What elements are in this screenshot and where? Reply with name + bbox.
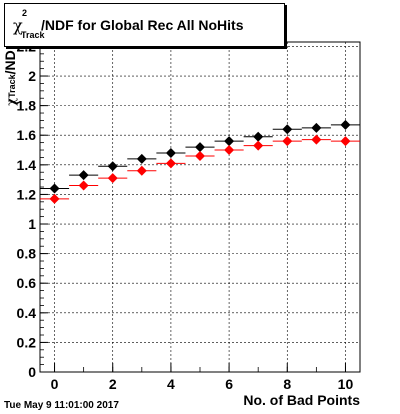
data-point xyxy=(78,180,89,191)
y-axis-label: χTrack/ND xyxy=(2,50,18,106)
data-point xyxy=(136,165,147,176)
data-point xyxy=(107,161,118,172)
series-1 xyxy=(40,134,360,204)
y-tick-label: 2 xyxy=(28,68,36,84)
y-tick-label: 1.8 xyxy=(17,98,37,114)
chart-title: /NDF for Global Rec All NoHits xyxy=(41,17,244,33)
y-tick-label: 0.6 xyxy=(17,275,37,291)
y-tick-label: 1.4 xyxy=(17,157,37,173)
data-point xyxy=(253,131,264,142)
data-point xyxy=(224,136,235,147)
data-point xyxy=(282,124,293,135)
x-tick-label: 6 xyxy=(225,376,233,392)
y-axis: 00.20.40.60.811.21.41.61.822.2 xyxy=(17,38,48,380)
data-point xyxy=(311,122,322,133)
x-tick-label: 0 xyxy=(51,376,59,392)
y-tick-label: 0.4 xyxy=(17,305,37,321)
ylabel-chi: χ xyxy=(3,97,18,106)
ylabel-text: /ND xyxy=(1,50,18,75)
data-point xyxy=(107,173,118,184)
y-tick-label: 1.6 xyxy=(17,127,37,143)
x-tick-label: 10 xyxy=(338,376,354,392)
data-point xyxy=(49,183,60,194)
plot-frame xyxy=(39,41,361,373)
series-0 xyxy=(40,119,360,194)
data-point xyxy=(340,136,351,147)
data-point xyxy=(195,142,205,153)
y-tick-label: 1.2 xyxy=(17,186,37,202)
title-chi-symbol: χ xyxy=(13,16,23,35)
y-tick-label: 0.2 xyxy=(17,334,37,350)
y-tick-label: 1 xyxy=(28,216,36,232)
x-tick-label: 2 xyxy=(109,376,117,392)
data-point xyxy=(165,158,176,169)
data-point xyxy=(311,134,322,145)
y-tick-label: 0.8 xyxy=(17,246,37,262)
data-point xyxy=(165,147,176,158)
x-tick-label: 8 xyxy=(283,376,291,392)
data-point xyxy=(253,140,264,151)
ylabel-sub: Track xyxy=(6,74,17,98)
x-tick-label: 4 xyxy=(167,376,175,392)
data-point xyxy=(224,145,235,156)
timestamp: Tue May 9 11:01:00 2017 xyxy=(4,400,119,411)
title-superscript: 2 xyxy=(22,8,28,18)
x-axis-label: No. of Bad Points xyxy=(243,392,360,408)
data-point xyxy=(136,153,147,164)
x-axis: 0 2 4 6 8 10 xyxy=(51,363,354,392)
data-point xyxy=(49,193,60,204)
y-tick-label: 0 xyxy=(28,364,36,380)
data-point xyxy=(282,136,293,147)
chart-title-box: χ 2 Track /NDF for Global Rec All NoHits xyxy=(4,3,285,47)
data-point xyxy=(78,170,89,181)
grid-lines xyxy=(40,42,360,373)
data-point xyxy=(340,119,351,130)
data-series xyxy=(40,119,360,204)
data-point xyxy=(195,150,205,161)
title-subscript: Track xyxy=(21,30,45,40)
